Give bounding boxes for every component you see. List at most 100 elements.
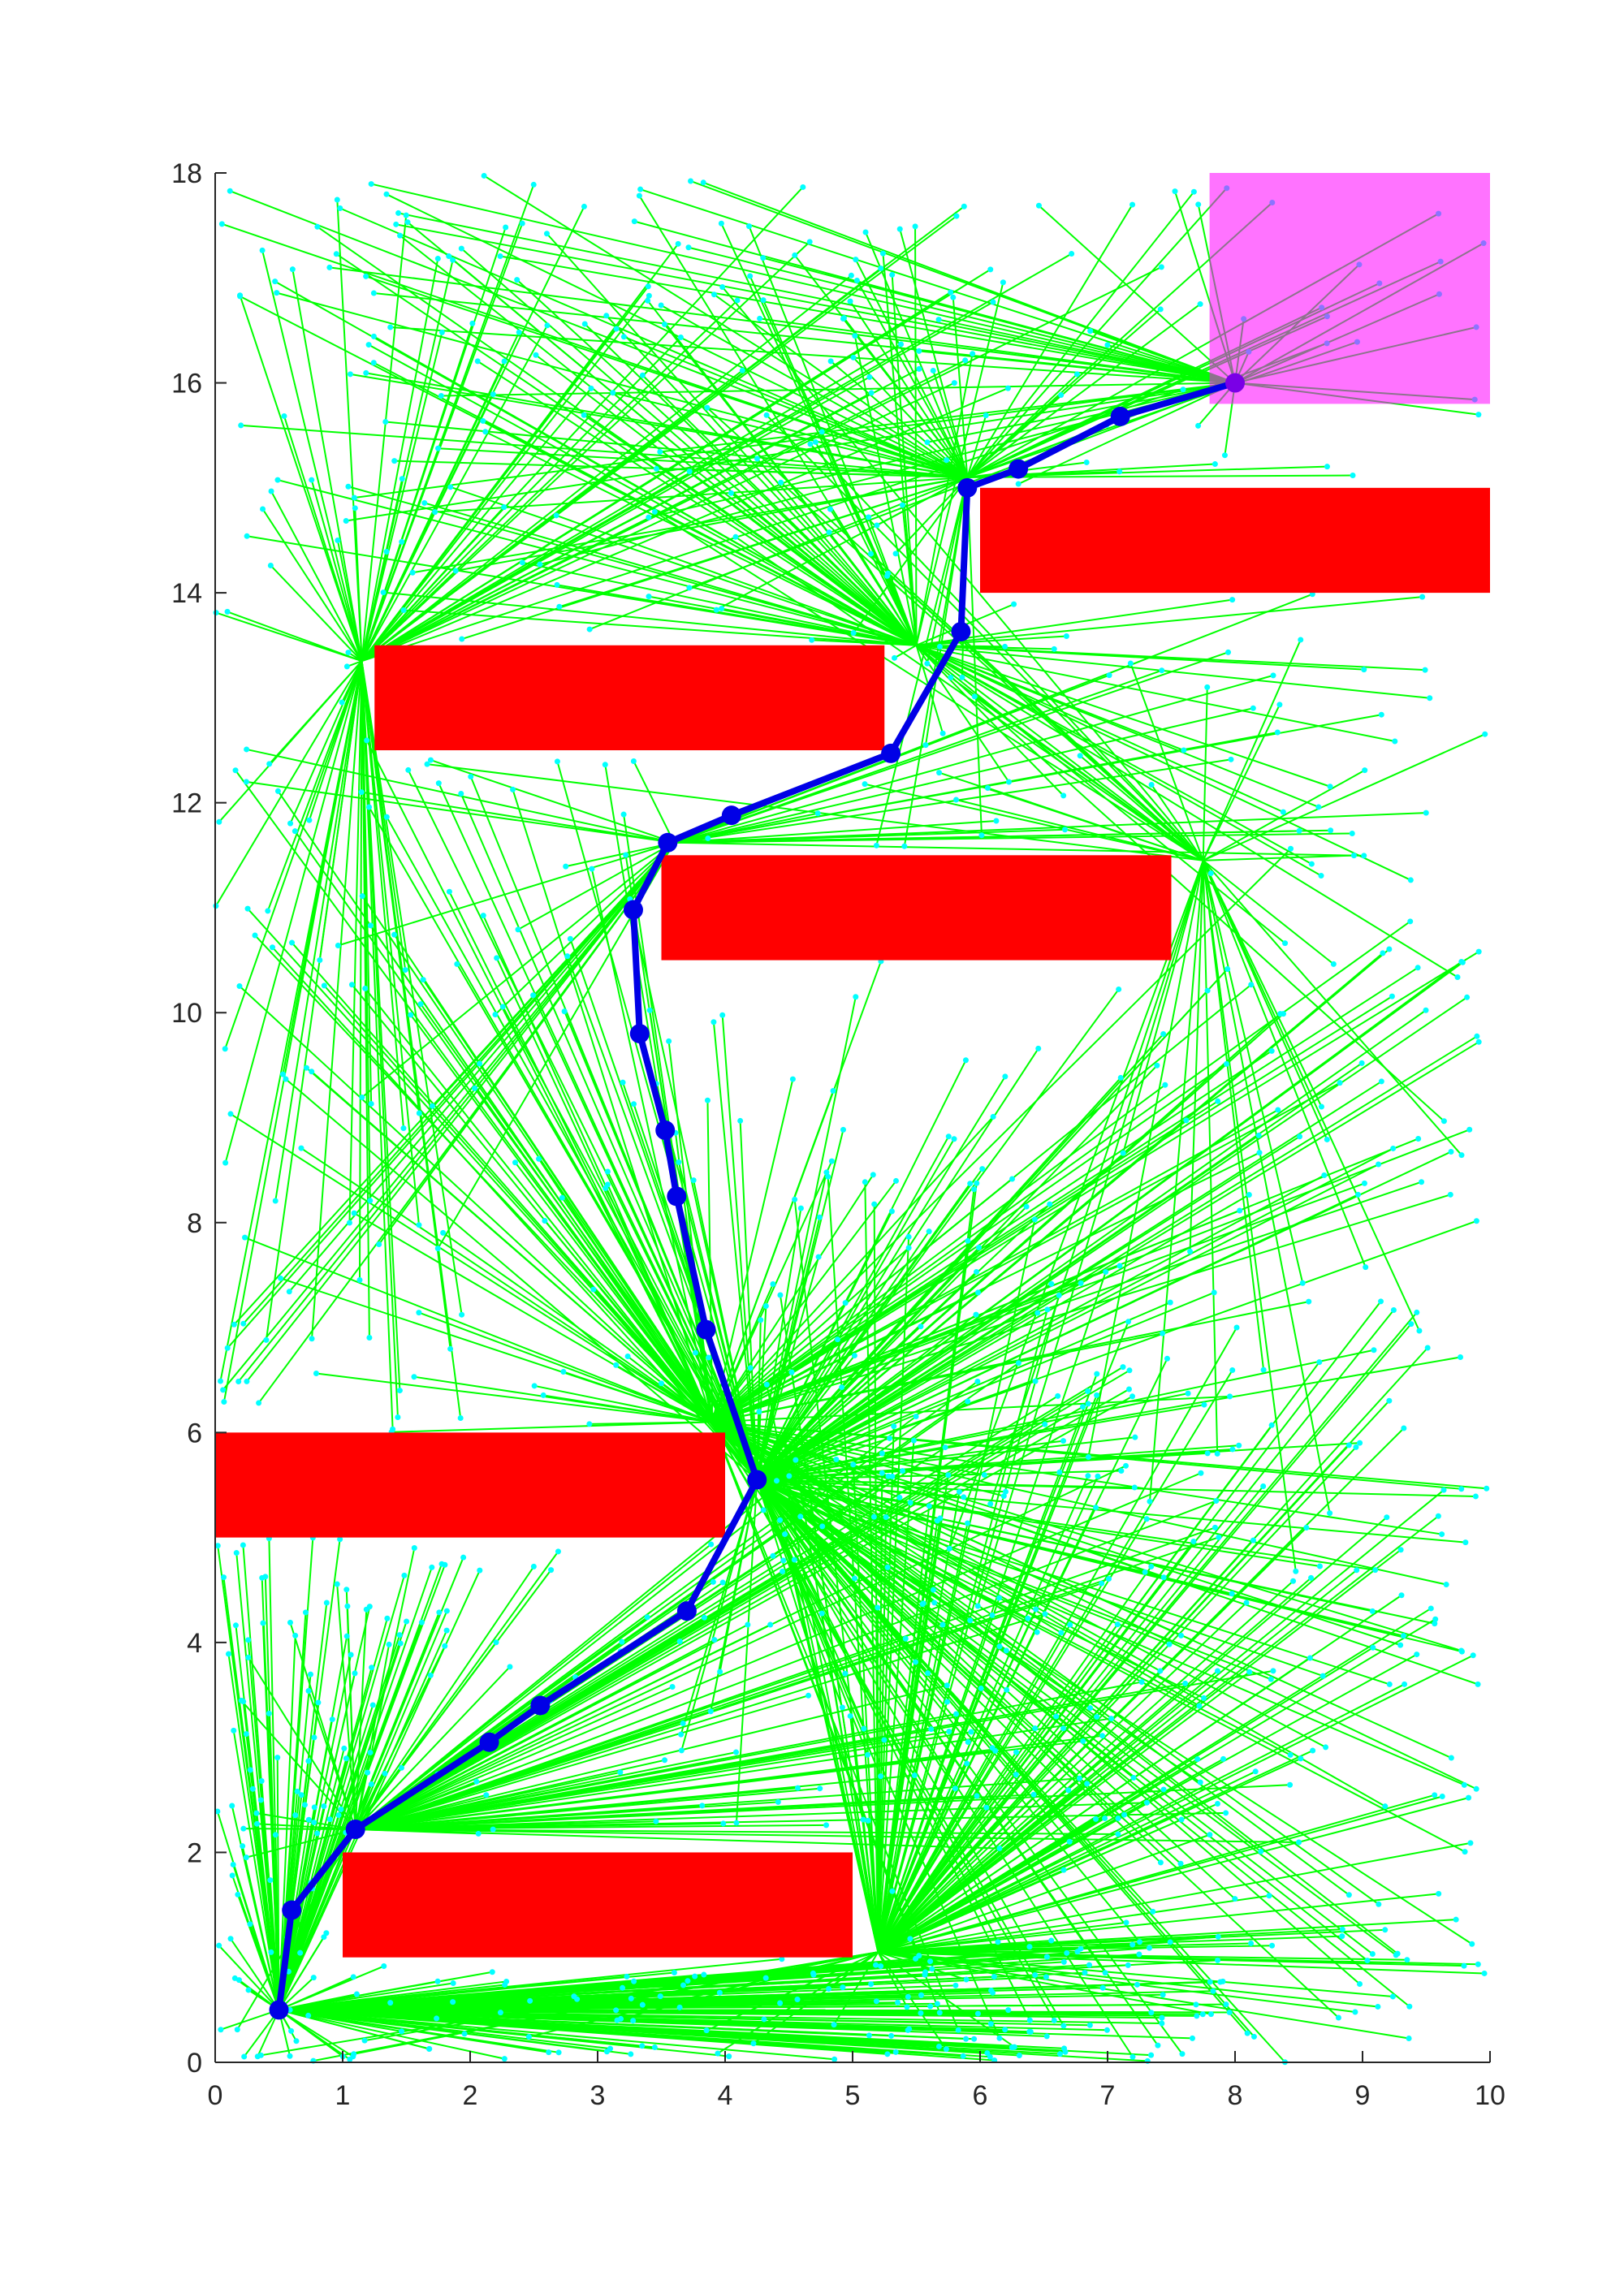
tree-edge: [532, 995, 758, 1480]
tree-node: [343, 1633, 350, 1639]
tree-node: [1095, 1473, 1101, 1479]
tree-edge: [877, 1403, 1090, 1953]
tree-edge: [713, 293, 968, 478]
tree-edge: [877, 1750, 1314, 1954]
tree-node: [692, 1973, 698, 1980]
tree-node: [335, 1811, 342, 1818]
tree-node: [1345, 1442, 1352, 1449]
tree-edge: [711, 1109, 1279, 1423]
tree-node: [1158, 264, 1164, 270]
tree-node: [992, 1747, 999, 1754]
tree-node: [287, 820, 294, 827]
tree-node: [924, 439, 931, 446]
tree-node: [653, 465, 659, 472]
tree-node: [912, 223, 918, 230]
tree-edge: [756, 1012, 1281, 1481]
tree-node: [814, 810, 821, 817]
tree-node: [309, 1069, 315, 1075]
tree-edge: [233, 842, 675, 1325]
tree-node: [812, 438, 818, 445]
tree-node: [935, 2043, 942, 2049]
tree-node: [216, 1942, 222, 1949]
tree-edge: [711, 1050, 1272, 1423]
tree-edge: [289, 1622, 356, 1830]
tree-edge: [712, 1421, 1442, 1535]
tree-node: [840, 315, 846, 322]
tree-edge: [877, 1219, 1036, 1953]
tree-node: [326, 264, 333, 270]
tree-node: [1361, 1180, 1367, 1186]
tree-node: [810, 1970, 816, 1976]
tree-node: [1275, 1107, 1281, 1113]
tree-edge: [355, 1613, 1046, 1830]
tree-edge: [711, 1082, 1341, 1423]
tree-node: [497, 2010, 503, 2016]
tree-node: [847, 1712, 853, 1719]
tree-node: [827, 358, 834, 365]
tree-node: [1376, 1161, 1382, 1168]
tree-node: [1159, 667, 1165, 674]
tree-node: [247, 1921, 253, 1928]
tree-node: [646, 292, 652, 299]
tree-node: [987, 1500, 994, 1507]
tree-edge: [711, 1180, 897, 1423]
tree-node: [321, 1803, 327, 1810]
tree-node: [613, 326, 620, 332]
tree-edge: [712, 1421, 1487, 1490]
tree-node: [217, 1378, 223, 1384]
tree-node: [840, 1126, 847, 1133]
tree-node: [434, 1246, 441, 1252]
tree-node: [1084, 1781, 1091, 1787]
tree-node: [343, 663, 350, 670]
tree-node: [777, 1517, 784, 1523]
tree-node: [1316, 1563, 1323, 1569]
tree-node: [391, 931, 398, 938]
tree-node: [905, 1993, 911, 2000]
tree-node: [548, 1567, 555, 1574]
tree-node: [1138, 1679, 1145, 1686]
tree-node: [1458, 1486, 1465, 1492]
tree-node: [646, 1007, 653, 1013]
tree-node: [658, 302, 664, 309]
tree-edge: [756, 1047, 1039, 1481]
tree-node: [1215, 1933, 1221, 1940]
tree-node: [874, 522, 880, 529]
tree-node: [323, 1930, 330, 1936]
tree-node: [1401, 1425, 1407, 1431]
tree-node: [964, 1760, 970, 1767]
tree-node: [1190, 188, 1197, 195]
tree-node: [350, 1974, 356, 1980]
tree-node: [680, 1982, 686, 1988]
tree-node: [443, 1627, 450, 1634]
path-waypoint: [530, 1695, 551, 1716]
tree-edge: [735, 1479, 758, 1824]
tree-edge: [756, 1174, 1325, 1481]
tree-node: [955, 2027, 961, 2033]
tree-node: [1148, 2052, 1155, 2058]
tree-node: [883, 1513, 889, 1520]
tree-node: [1130, 1775, 1137, 1781]
tree-edge: [966, 309, 1161, 478]
tree-node: [1060, 1725, 1067, 1732]
tree-node: [1427, 695, 1433, 702]
tree-node: [645, 297, 651, 304]
tree-edge: [544, 1220, 714, 1423]
tree-edge: [361, 184, 535, 662]
tree-node: [780, 1557, 787, 1564]
tree-node: [1246, 1669, 1253, 1675]
tree-node: [1199, 2011, 1206, 2018]
tree-node: [944, 457, 950, 464]
tree-node: [1233, 1324, 1240, 1331]
tree-edge: [448, 891, 714, 1423]
tree-edge: [711, 848, 1292, 1423]
tree-node: [1481, 1970, 1488, 1976]
tree-node: [279, 1071, 286, 1077]
tree-edge: [1202, 687, 1208, 861]
tree-edge: [495, 842, 675, 1016]
tree-node: [1058, 392, 1065, 399]
tree-edge: [443, 1232, 713, 1423]
tree-node: [646, 594, 652, 600]
tree-edge: [391, 1421, 713, 1433]
tree-edge: [355, 1717, 1112, 1830]
tree-node: [403, 212, 409, 218]
